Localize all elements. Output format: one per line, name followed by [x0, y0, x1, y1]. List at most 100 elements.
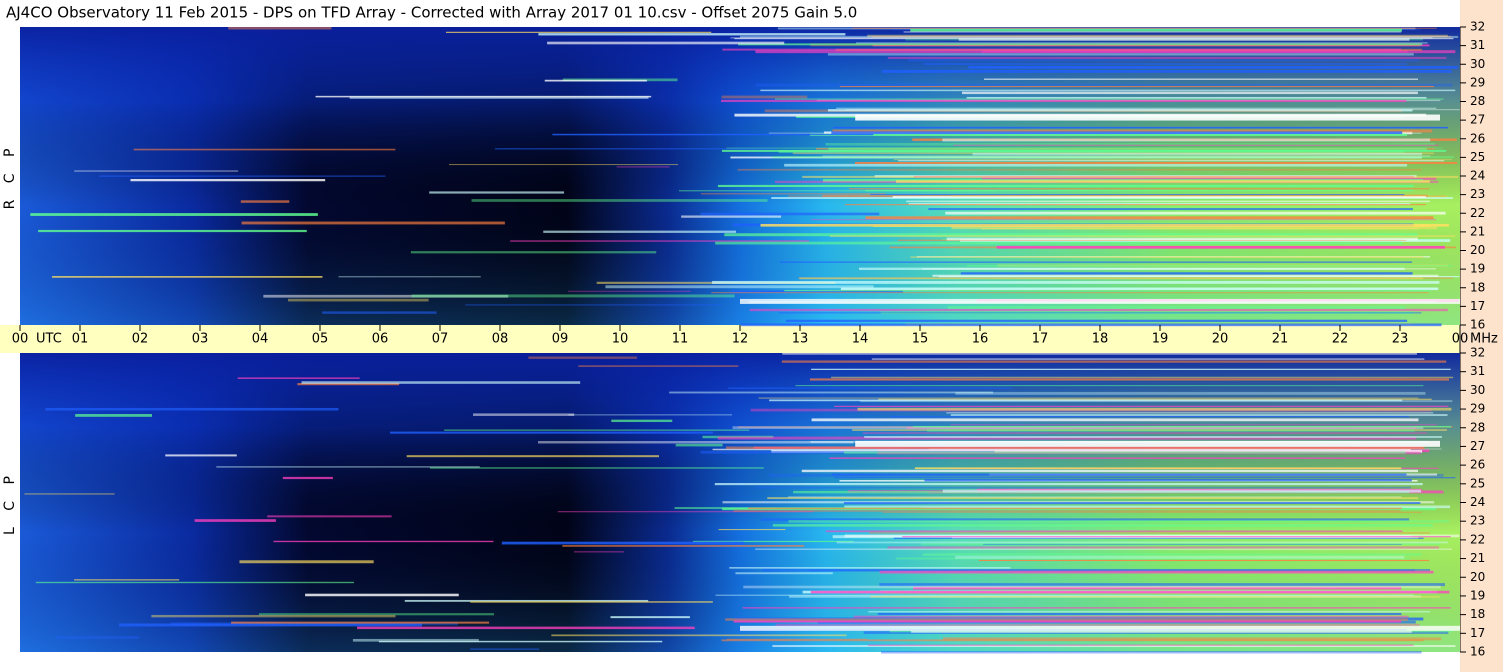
spectrogram-stripe — [951, 226, 1437, 230]
spectrogram-stripe — [717, 184, 1414, 188]
spectrogram-stripe — [908, 203, 1411, 205]
x-tick-label: 16 — [972, 332, 989, 347]
spectrogram-stripe — [732, 426, 1424, 430]
spectrogram-stripe — [777, 27, 1416, 30]
spectrogram-stripe — [772, 156, 1454, 159]
spectrogram-stripe — [877, 612, 1402, 615]
spectrogram-stripe — [610, 616, 690, 619]
spectrogram-stripe — [983, 543, 1402, 545]
y-tick-label: 22 — [1470, 206, 1485, 220]
spectrogram-stripe — [828, 147, 1427, 151]
x-tick-label: 22 — [1332, 332, 1349, 347]
spectrogram-stripe — [739, 35, 1459, 39]
spectrogram-stripe — [301, 381, 581, 384]
y-tick-label: 29 — [1470, 75, 1485, 89]
spectrogram-stripe — [755, 50, 1456, 54]
spectrogram-stripe — [231, 621, 490, 624]
spectrogram-stripe — [887, 546, 1440, 549]
spectrogram-stripe — [827, 53, 1414, 56]
spectrogram-stripe — [996, 245, 1445, 249]
spectrogram-stripe — [946, 237, 1418, 241]
spectrogram-stripe — [151, 614, 396, 618]
spectrogram-stripe — [809, 133, 1408, 137]
spectrogram-stripe — [711, 292, 1429, 294]
y-tick-label: 26 — [1470, 131, 1485, 145]
x-tick-label: 09 — [552, 332, 569, 347]
spectrogram-stripe — [811, 368, 1451, 371]
spectrogram-stripe — [762, 568, 1430, 572]
x-tick-label: 14 — [852, 332, 869, 347]
y-tick-label: 22 — [1470, 532, 1485, 546]
spectrogram-stripe — [912, 426, 1452, 428]
spectrogram-stripe — [470, 648, 540, 650]
spectrogram-stripe — [742, 607, 1451, 609]
spectrogram-stripe — [749, 308, 1448, 312]
spectrogram-stripe — [735, 572, 833, 575]
spectrogram-stripe — [726, 638, 868, 641]
spectrogram-stripe — [725, 618, 1408, 621]
spectrogram-stripe — [870, 194, 1405, 196]
spectrogram-stripe — [722, 507, 1436, 511]
spectrogram-stripe — [858, 267, 1405, 270]
spectrogram-stripe — [738, 43, 1423, 46]
x-tick-label: 19 — [1152, 332, 1169, 347]
spectrogram-stripe — [789, 595, 1422, 598]
spectrogram-stripe — [950, 423, 1437, 426]
spectrogram-stripe — [878, 398, 1432, 401]
spectrogram-stripe — [822, 155, 1431, 157]
spectrogram-stripe — [528, 356, 637, 359]
spectrogram-stripe — [429, 467, 764, 469]
spectrogram-stripe — [258, 613, 495, 616]
spectrogram-stripe — [74, 170, 239, 172]
x-tick-label: 20 — [1212, 332, 1229, 347]
spectrogram-stripe — [802, 175, 1459, 178]
spectrogram-stripe — [801, 469, 1419, 473]
spectrogram-stripe — [865, 189, 1414, 192]
spectrogram-stripe — [282, 476, 333, 480]
spectrogram-stripe — [470, 601, 713, 603]
spectrogram-stripe — [958, 38, 1410, 41]
spectrogram-stripe — [611, 419, 673, 423]
spectrogram-stripe — [769, 399, 1403, 402]
plot-layer: R C P L C P — [2, 27, 1460, 654]
spectrogram-stripe — [880, 311, 1414, 315]
spectrogram-stripe — [857, 407, 1452, 411]
spectrogram-stripe — [775, 623, 1420, 627]
y-tick-label: 23 — [1470, 187, 1485, 201]
y-tick-label: 21 — [1470, 224, 1485, 238]
spectrogram-stripe — [228, 27, 332, 30]
spectrogram-stripe — [404, 599, 649, 602]
spectrogram-stripe — [722, 48, 1402, 51]
y-tick-label: 24 — [1470, 495, 1485, 509]
spectrogram-stripe — [879, 583, 1445, 587]
x-tick-label: 00 — [12, 332, 29, 347]
spectrogram-stripe — [978, 559, 1430, 562]
spectrogram-stripe — [263, 294, 509, 298]
spectrogram-stripe — [836, 541, 1448, 544]
spectrogram-stripe — [568, 290, 691, 292]
spectrogram-stripe — [758, 397, 1419, 399]
spectrogram-stripe — [927, 428, 1415, 432]
spectrogram-stripe — [893, 537, 1424, 539]
spectrogram-stripe — [788, 520, 1449, 523]
x-tick-label: 07 — [432, 332, 449, 347]
y-tick-label: 30 — [1470, 57, 1485, 71]
y-tick-label: 25 — [1470, 150, 1485, 164]
x-axis-band — [0, 325, 1460, 353]
chart-title: AJ4CO Observatory 11 Feb 2015 - DPS on T… — [6, 4, 857, 22]
spectrogram-stripe — [844, 204, 1427, 206]
spectrogram-stripe — [737, 168, 1422, 171]
y-axis-label: MHz — [1470, 332, 1498, 347]
spectrogram-stripe — [910, 28, 1402, 32]
spectrogram-stripe — [241, 221, 505, 225]
spectrogram-stripe — [881, 650, 1422, 654]
spectrogram-stripe — [922, 553, 1422, 556]
spectrogram-stripe — [568, 414, 732, 416]
spectrogram-stripe — [712, 280, 1440, 284]
spectrogram-stripe — [784, 163, 1408, 167]
spectrogram-stripe — [872, 35, 1452, 38]
spectrogram-stripe — [867, 644, 1414, 646]
y-tick-label: 21 — [1470, 551, 1485, 565]
spectrogram-stripe — [715, 241, 1403, 245]
